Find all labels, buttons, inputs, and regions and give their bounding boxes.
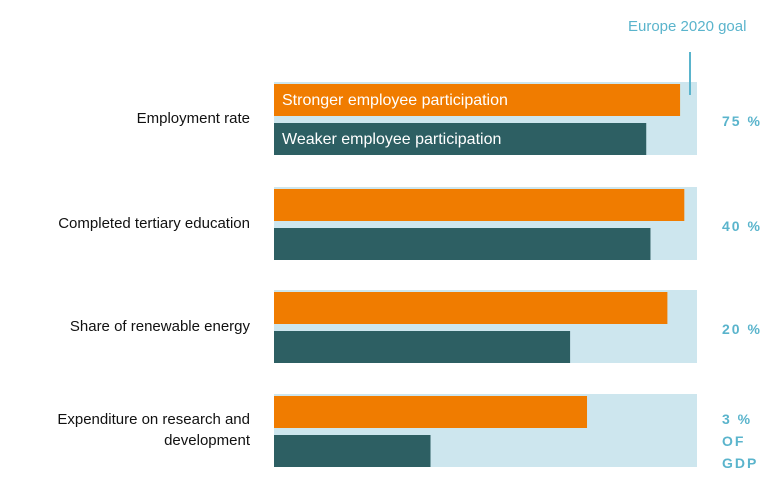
target-label: 3 % OF GDP [722, 408, 758, 474]
category-label: Share of renewable energy [69, 317, 250, 335]
bar [274, 228, 651, 260]
target-label: 40 % [722, 215, 762, 237]
target-line: 40 % [722, 218, 762, 234]
bar [274, 435, 431, 467]
bar [274, 189, 685, 221]
bar [274, 331, 571, 363]
target-line: OF [722, 433, 746, 449]
bar [274, 292, 668, 324]
series-label: Weaker employee participation [282, 131, 501, 148]
target-label: 20 % [722, 318, 762, 340]
category-label: Expenditure on research and development [57, 411, 250, 449]
bar [274, 396, 588, 428]
category-label: Completed tertiary education [58, 214, 250, 232]
target-line: 20 % [722, 321, 762, 337]
target-label: 75 % [722, 110, 762, 132]
target-line: GDP [722, 455, 759, 471]
bar [274, 84, 681, 116]
bar [274, 123, 647, 155]
series-label: Stronger employee participation [282, 92, 508, 109]
goal-label: Europe 2020 goal [628, 18, 747, 35]
target-line: 75 % [722, 113, 762, 129]
category-label: Employment rate [136, 109, 250, 127]
target-line: 3 % [722, 411, 753, 427]
